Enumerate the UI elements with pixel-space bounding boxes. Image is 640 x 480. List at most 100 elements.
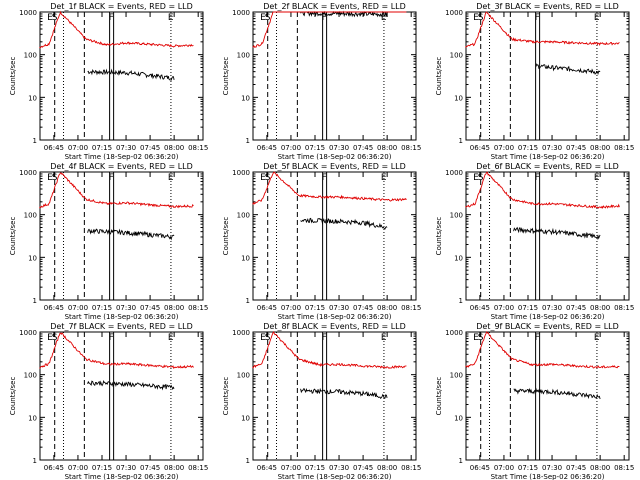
y-axis-label: Counts/sec: [222, 217, 230, 256]
x-tick-label: 07:45: [140, 304, 160, 312]
x-tick-label: 08:00: [164, 304, 184, 312]
flare-marker-label: F: [322, 173, 327, 183]
plot-frame: [39, 11, 204, 141]
x-tick-label: 06:45: [257, 464, 277, 472]
eclipse-marker-label: E: [47, 173, 53, 183]
y-axis-label: Counts/sec: [9, 217, 17, 256]
x-axis-label: Start Time (18-Sep-02 06:36:20): [278, 153, 392, 161]
series-events-line: [300, 387, 388, 400]
x-tick-label: 07:45: [140, 464, 160, 472]
x-axis-label: Start Time (18-Sep-02 06:36:20): [278, 313, 392, 321]
y-tick-label: 10: [241, 254, 250, 262]
y-tick-label: 1: [459, 297, 463, 305]
chart-panel-6: Det_6f BLACK = Events, RED = LLD 1 10 100 10…: [435, 162, 634, 321]
x-tick-label: 08:00: [590, 304, 610, 312]
x-tick-label: 07:30: [116, 464, 136, 472]
x-tick-label: 08:00: [164, 464, 184, 472]
y-tick-label: 1000: [232, 9, 250, 17]
saa-marker-label: S: [478, 173, 484, 183]
eclipse-marker-label: E: [260, 13, 266, 23]
chart-title: Det_7f BLACK = Events, RED = LLD: [50, 322, 193, 331]
y-tick-label: 1: [33, 137, 37, 145]
chart-title: Det_8f BLACK = Events, RED = LLD: [263, 322, 406, 331]
x-tick-label: 08:00: [377, 464, 397, 472]
chart-panel-4: Det_4f BLACK = Events, RED = LLD 1 10 100 10…: [9, 162, 208, 321]
x-tick-label: 07:30: [542, 144, 562, 152]
plot-frame: [465, 11, 630, 141]
eclipse-marker-label: E: [168, 333, 174, 343]
x-tick-label: 07:15: [518, 144, 538, 152]
series-events-line: [300, 10, 388, 18]
saa-marker-label: S: [52, 333, 58, 343]
x-tick-label: 08:15: [188, 464, 208, 472]
x-tick-label: 07:00: [68, 144, 88, 152]
y-tick-label: 10: [454, 254, 463, 262]
y-tick-label: 10: [454, 94, 463, 102]
x-tick-label: 07:00: [68, 304, 88, 312]
chart-panel-8: Det_8f BLACK = Events, RED = LLD 1 10 100 10…: [222, 322, 421, 480]
x-tick-label: 07:15: [305, 464, 325, 472]
series-events-line: [535, 63, 601, 76]
chart-title: Det_5f BLACK = Events, RED = LLD: [263, 162, 406, 171]
x-tick-label: 07:45: [566, 464, 586, 472]
x-tick-label: 06:45: [470, 464, 490, 472]
series-lld-line: [465, 171, 620, 209]
y-tick-label: 10: [241, 94, 250, 102]
x-tick-label: 07:45: [353, 304, 373, 312]
y-tick-label: 1000: [445, 169, 463, 177]
flare-marker-label: F: [109, 13, 114, 23]
y-tick-label: 1000: [19, 329, 37, 337]
x-tick-label: 06:45: [257, 144, 277, 152]
eclipse-marker-label: E: [473, 173, 479, 183]
series-events-line: [87, 68, 175, 81]
plot-frame: [252, 331, 417, 461]
saa-marker-label: S: [478, 333, 484, 343]
chart-title: Det_1f BLACK = Events, RED = LLD: [50, 2, 193, 11]
x-tick-label: 08:15: [401, 464, 421, 472]
y-tick-label: 1: [459, 137, 463, 145]
chart-panel-7: Det_7f BLACK = Events, RED = LLD 1 10 100 10…: [9, 322, 208, 480]
x-tick-label: 08:15: [614, 304, 634, 312]
x-tick-label: 07:00: [494, 144, 514, 152]
y-tick-label: 100: [237, 212, 250, 220]
series-lld-line: [39, 10, 194, 49]
x-tick-label: 07:00: [68, 464, 88, 472]
series-lld-line: [465, 11, 620, 48]
y-tick-label: 100: [450, 212, 463, 220]
saa-marker-label: S: [265, 173, 271, 183]
x-tick-label: 07:15: [518, 464, 538, 472]
chart-title: Det_6f BLACK = Events, RED = LLD: [476, 162, 619, 171]
y-tick-label: 1: [459, 457, 463, 465]
series-events-line: [87, 228, 175, 241]
eclipse-marker-label: E: [381, 333, 387, 343]
x-tick-label: 07:30: [329, 144, 349, 152]
eclipse-marker-label: E: [594, 13, 600, 23]
series-lld-line: [39, 172, 194, 209]
x-tick-label: 07:45: [566, 304, 586, 312]
y-tick-label: 100: [24, 372, 37, 380]
y-tick-label: 10: [28, 254, 37, 262]
x-tick-label: 07:15: [518, 304, 538, 312]
x-tick-label: 06:45: [470, 144, 490, 152]
y-tick-label: 1000: [445, 329, 463, 337]
x-tick-label: 07:00: [281, 304, 301, 312]
y-tick-label: 100: [450, 372, 463, 380]
x-tick-label: 07:45: [353, 464, 373, 472]
y-tick-label: 1: [33, 297, 37, 305]
flare-marker-label: F: [322, 333, 327, 343]
flare-marker-label: F: [109, 333, 114, 343]
y-axis-label: Counts/sec: [222, 57, 230, 96]
chart-panel-9: Det_9f BLACK = Events, RED = LLD 1 10 100 10…: [435, 322, 634, 480]
x-tick-label: 08:15: [614, 464, 634, 472]
eclipse-marker-label: E: [47, 13, 53, 23]
plot-frame: [252, 171, 417, 301]
x-tick-label: 08:15: [188, 144, 208, 152]
x-tick-label: 07:30: [542, 304, 562, 312]
x-tick-label: 07:15: [305, 144, 325, 152]
x-axis-label: Start Time (18-Sep-02 06:36:20): [491, 153, 605, 161]
y-tick-label: 10: [241, 414, 250, 422]
x-tick-label: 08:00: [590, 144, 610, 152]
y-tick-label: 1000: [232, 169, 250, 177]
y-axis-label: Counts/sec: [9, 377, 17, 416]
